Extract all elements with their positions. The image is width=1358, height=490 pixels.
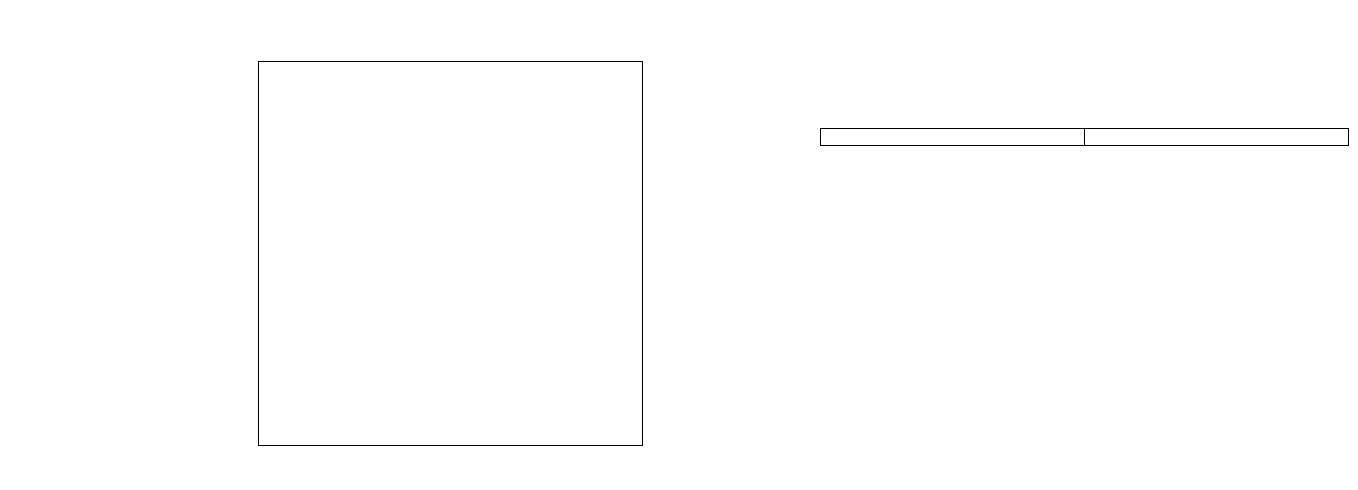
table-header-metric (1085, 129, 1349, 146)
table-header-score (821, 129, 1085, 146)
matrix-frame (259, 62, 643, 446)
table-header-row (821, 129, 1349, 146)
metrics-table (820, 128, 1349, 146)
